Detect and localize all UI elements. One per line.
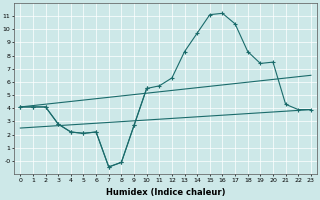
X-axis label: Humidex (Indice chaleur): Humidex (Indice chaleur) [106,188,225,197]
